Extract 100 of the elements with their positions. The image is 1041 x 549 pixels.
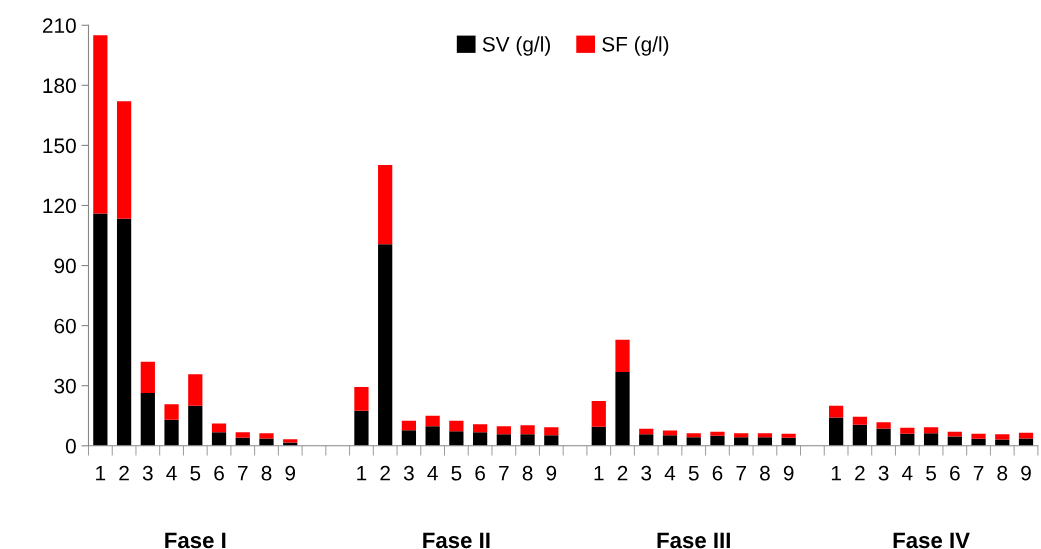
x-tick-label: 4 [166,466,177,481]
bar [378,244,393,446]
bar [947,436,962,446]
bar [639,428,654,435]
bar [615,371,630,446]
x-tick-label: 1 [357,466,367,481]
x-tick-label: 3 [142,465,153,481]
bar [734,437,749,446]
bar [472,424,488,433]
bar [900,427,915,434]
bar [829,405,844,418]
bar [710,431,725,436]
bar [734,433,749,438]
bar [188,374,203,406]
text: Fase IV [893,532,970,549]
bar [686,433,701,438]
x-tick-label: 8 [760,465,770,481]
x-tick-label: 2 [617,465,628,481]
x-tick-label: 8 [997,465,1008,481]
x-tick-label: 1 [831,466,841,481]
bar [1018,438,1034,446]
bar [235,432,250,438]
bar [425,426,440,446]
bar [662,435,678,446]
bar [93,213,108,446]
bar [995,434,1010,440]
bar [164,419,179,446]
text: Fase III [657,532,730,549]
bar [496,434,511,446]
y-tick-label: 0 [65,438,76,454]
bar [900,433,915,446]
bar [852,424,867,446]
x-tick-label: 6 [214,465,224,481]
bar [591,400,606,427]
bar [852,416,867,425]
bar [544,435,559,446]
x-tick-label: 3 [878,465,889,481]
legend-label: SF (g/l) [602,36,669,56]
x-tick-label: 7 [736,466,746,481]
y-tick-label: 30 [54,378,76,394]
bar [259,438,274,446]
bar [449,420,464,432]
bar [378,165,393,245]
bar [876,428,891,446]
bar [354,386,369,411]
bar [401,420,417,431]
x-tick-label: 5 [190,466,201,481]
y-tick-label: 120 [43,198,76,214]
bar [520,425,535,435]
x-tick-label: 3 [403,465,414,481]
x-tick-label: 3 [641,465,652,481]
bar [829,417,844,446]
bar [615,339,630,372]
bar [995,439,1010,446]
x-tick-label: 5 [926,466,936,481]
y-tick-label: 180 [43,78,76,94]
bar [686,437,701,446]
bar [757,433,773,438]
bar [93,35,108,214]
bar [710,435,725,446]
x-tick-label: 4 [902,466,913,481]
x-tick-label: 5 [688,466,699,481]
bar [140,393,155,446]
x-tick-label: 6 [712,465,723,481]
y-tick-label: 210 [42,18,76,34]
x-tick-label: 2 [855,465,865,481]
bar [544,427,559,436]
bar [472,432,488,446]
bar [971,433,986,439]
x-tick-label: 7 [499,466,509,481]
x-tick-label: 9 [285,465,296,481]
bar [211,423,227,433]
x-tick-label: 9 [546,465,557,481]
x-tick-label: 7 [973,466,984,481]
bar [401,430,417,446]
bar [591,426,606,446]
x-tick-label: 2 [119,465,129,481]
x-tick-label: 6 [950,465,960,481]
bar [449,431,464,446]
text: Fase II [423,532,490,549]
bar [781,433,796,438]
y-tick-label: 90 [54,258,76,274]
text: Fase I [165,532,226,549]
bar [354,410,369,446]
x-tick-label: 5 [451,466,462,481]
bar [116,101,132,219]
bar [259,433,274,439]
x-tick-label: 2 [380,465,390,481]
x-tick-label: 4 [664,466,676,481]
y-tick-label: 60 [54,318,76,334]
bar [876,422,891,429]
bar [116,218,132,446]
bar [211,432,227,446]
bar [188,405,203,446]
bar [496,426,511,435]
bar [757,437,773,446]
bar [971,438,986,446]
bar [520,434,535,446]
y-tick-label: 150 [43,138,76,154]
x-tick-label: 8 [261,465,272,481]
